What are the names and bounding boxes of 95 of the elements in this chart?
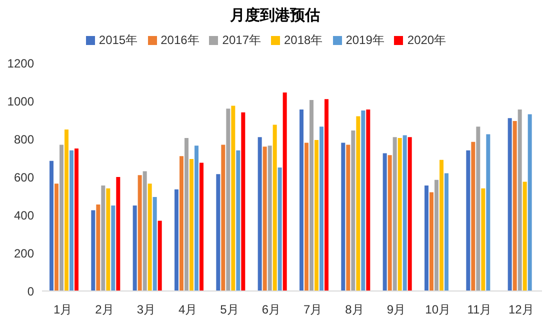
bar xyxy=(116,177,120,291)
bar xyxy=(221,144,226,291)
bar xyxy=(324,99,328,291)
bar xyxy=(142,171,147,291)
bar xyxy=(528,114,532,291)
bar xyxy=(152,196,157,291)
bar xyxy=(341,142,346,291)
x-tick-label: 1月 xyxy=(53,302,72,317)
bar xyxy=(486,134,490,291)
bar xyxy=(180,156,184,291)
bar xyxy=(60,144,64,291)
bar xyxy=(64,130,68,291)
x-tick-label: 5月 xyxy=(220,302,239,317)
bar xyxy=(226,108,230,291)
bar xyxy=(96,204,100,291)
bar xyxy=(440,160,444,291)
bar xyxy=(91,210,96,291)
bar xyxy=(54,184,58,291)
bar xyxy=(320,126,324,291)
bar xyxy=(101,186,106,291)
bar xyxy=(158,220,162,291)
bar xyxy=(392,137,397,291)
legend-label: 2017年 xyxy=(222,33,261,47)
x-tick-label: 3月 xyxy=(136,302,156,317)
bar xyxy=(111,206,116,291)
bar xyxy=(190,158,194,291)
y-tick-label: 400 xyxy=(14,208,34,222)
bar xyxy=(200,162,204,291)
bar xyxy=(398,138,402,291)
bar xyxy=(382,153,387,291)
x-tick-label: 12月 xyxy=(508,302,534,317)
y-tick-label: 200 xyxy=(14,246,34,260)
bar xyxy=(138,175,142,291)
y-tick-label: 1000 xyxy=(7,94,34,108)
bar xyxy=(216,174,220,291)
bar xyxy=(304,142,308,291)
bar xyxy=(236,150,240,291)
bar xyxy=(174,189,178,291)
bar xyxy=(258,137,262,291)
bar xyxy=(408,137,412,291)
x-tick-label: 4月 xyxy=(178,302,198,317)
y-tick-label: 0 xyxy=(27,284,34,298)
x-tick-label: 9月 xyxy=(386,302,406,317)
y-tick-label: 800 xyxy=(14,132,34,146)
bar xyxy=(268,146,272,291)
bar xyxy=(241,112,246,291)
legend-label: 2016年 xyxy=(160,33,200,47)
legend-label: 2015年 xyxy=(98,33,138,47)
x-tick-label: 7月 xyxy=(303,302,322,317)
x-tick-label: 2月 xyxy=(95,302,114,317)
legend-label: 2019年 xyxy=(346,33,384,47)
bar xyxy=(300,110,304,291)
bar xyxy=(424,186,428,291)
bar xyxy=(184,138,188,291)
x-tick-label: 10月 xyxy=(425,302,451,317)
y-tick-label: 1200 xyxy=(7,56,34,70)
bar xyxy=(471,142,476,291)
bar xyxy=(310,100,314,291)
x-tick-label: 6月 xyxy=(262,302,281,317)
bar xyxy=(278,168,282,291)
bar xyxy=(508,118,512,291)
bar xyxy=(402,135,407,291)
bar xyxy=(351,130,356,291)
bar xyxy=(148,184,152,291)
bar xyxy=(430,192,434,291)
bar xyxy=(476,126,480,291)
bar xyxy=(444,173,448,291)
bar xyxy=(388,155,392,291)
bar xyxy=(481,188,486,291)
legend-label: 2018年 xyxy=(284,33,323,47)
bar xyxy=(361,110,366,291)
bar xyxy=(356,116,360,291)
x-tick-label: 11月 xyxy=(467,302,492,317)
bar xyxy=(194,146,198,291)
y-tick-label: 600 xyxy=(14,170,34,184)
bar xyxy=(106,188,110,291)
bar xyxy=(70,150,74,291)
bar xyxy=(74,148,78,291)
bar xyxy=(466,150,470,291)
legend-label: 2020年 xyxy=(407,33,446,47)
chart-title: 月度到港预估 xyxy=(229,5,321,26)
bar xyxy=(272,124,277,291)
bar xyxy=(50,160,54,291)
bar xyxy=(346,144,350,291)
bar xyxy=(366,110,370,291)
bar xyxy=(262,146,267,291)
bar xyxy=(518,110,522,291)
bar xyxy=(132,206,137,291)
x-tick-label: 8月 xyxy=(345,302,364,317)
bar xyxy=(282,92,287,291)
bar xyxy=(314,140,318,291)
bar xyxy=(512,120,517,291)
bar xyxy=(522,182,527,291)
bar xyxy=(231,106,236,291)
bar xyxy=(434,180,438,291)
